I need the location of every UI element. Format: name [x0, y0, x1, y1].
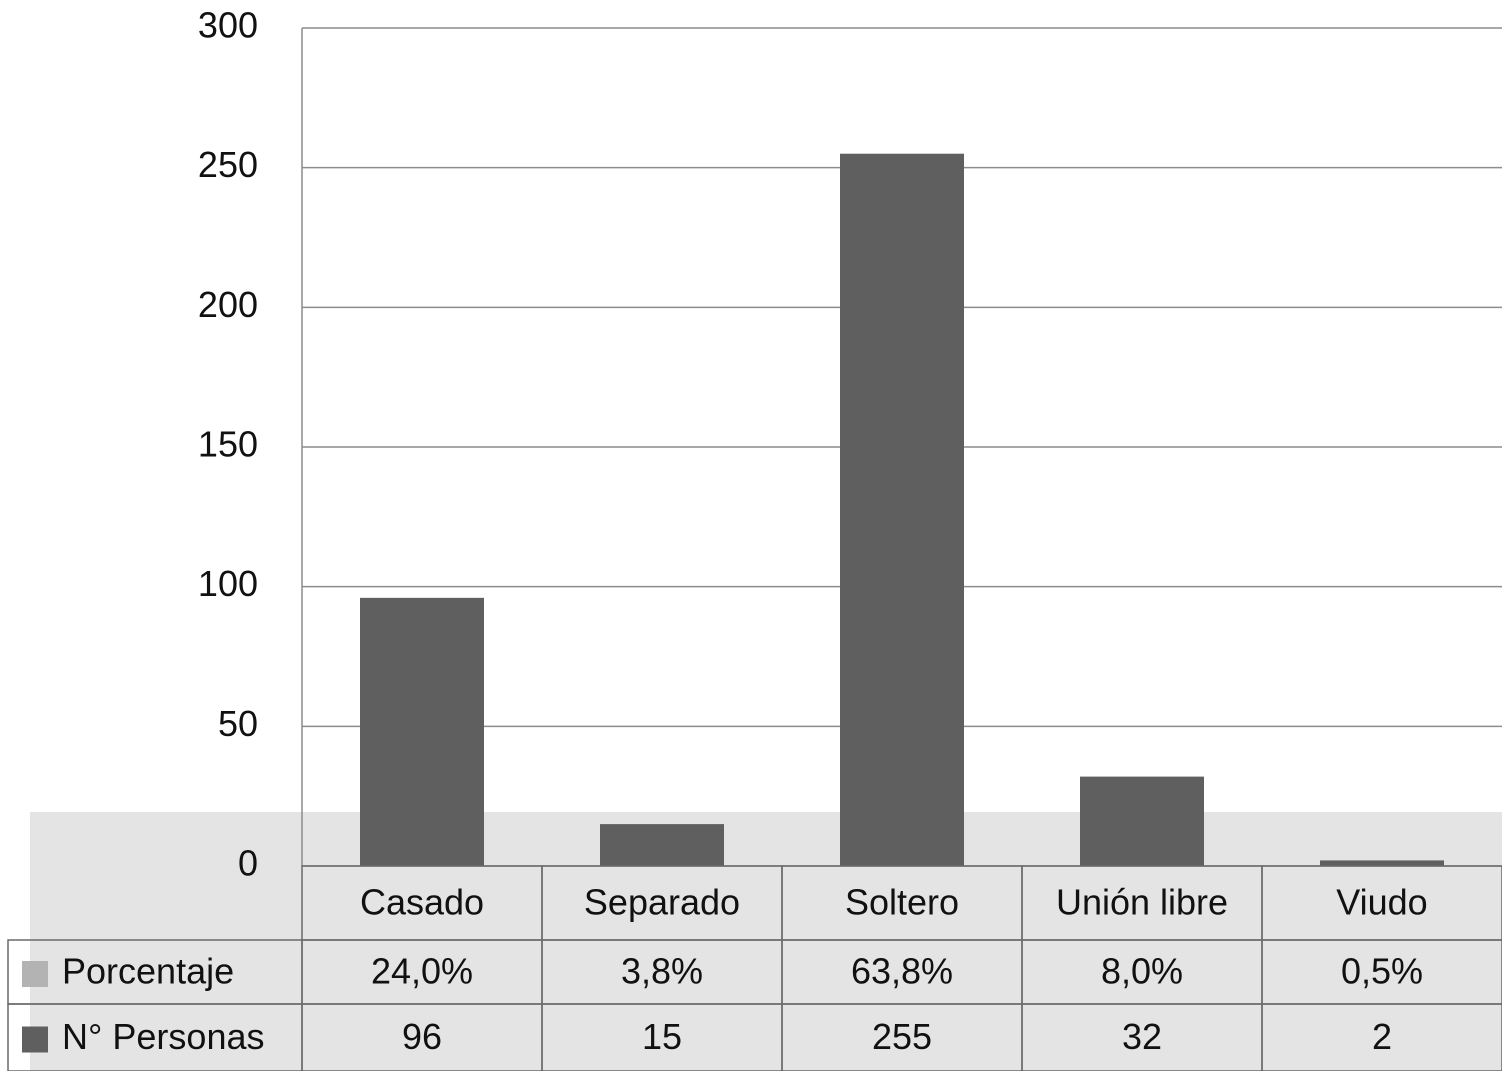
- legend-label: N° Personas: [62, 1016, 264, 1057]
- table-cell: [1261, 1003, 1502, 1071]
- bar: [360, 597, 484, 866]
- bar: [1080, 776, 1204, 866]
- y-tick-label: 200: [198, 284, 258, 325]
- x-tick-label: Viudo: [1336, 882, 1427, 923]
- x-tick-label: Unión libre: [1056, 882, 1228, 923]
- x-tick-label: Soltero: [845, 882, 959, 923]
- legend-swatch: [22, 1026, 48, 1053]
- data-table-value: 0,5%: [1341, 951, 1423, 992]
- y-tick-label: 150: [198, 424, 258, 465]
- data-table-value: 2: [1372, 1016, 1392, 1057]
- data-table-value: 63,8%: [851, 951, 953, 992]
- y-tick-label: 250: [198, 144, 258, 185]
- background-photo: [30, 812, 1502, 1071]
- data-table-value: 3,8%: [621, 951, 703, 992]
- y-tick-label: 0: [238, 843, 258, 884]
- bar: [840, 153, 964, 866]
- legend-label: Porcentaje: [62, 951, 234, 992]
- data-table-value: 32: [1122, 1016, 1162, 1057]
- y-tick-label: 50: [218, 703, 258, 744]
- data-table-value: 255: [872, 1016, 932, 1057]
- bar: [600, 824, 724, 866]
- data-table-value: 24,0%: [371, 951, 473, 992]
- bar: [1320, 860, 1444, 866]
- x-tick-label: Separado: [584, 882, 740, 923]
- y-tick-label: 300: [198, 5, 258, 46]
- y-tick-label: 100: [198, 563, 258, 604]
- data-table-value: 15: [642, 1016, 682, 1057]
- x-tick-label: Casado: [360, 882, 484, 923]
- data-table-value: 8,0%: [1101, 951, 1183, 992]
- data-table-value: 96: [402, 1016, 442, 1057]
- legend-swatch: [22, 961, 48, 987]
